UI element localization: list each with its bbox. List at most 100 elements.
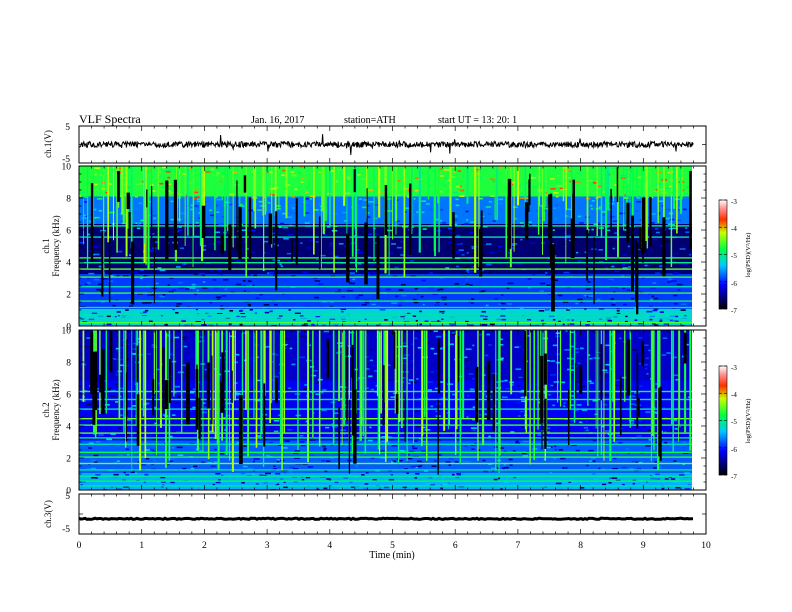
- spectrogram-speckle: [190, 208, 194, 211]
- spectrogram-speckle: [339, 286, 345, 289]
- spectrogram-speckle: [486, 263, 492, 266]
- spectrogram-speckle: [254, 312, 257, 314]
- spectrogram-speckle: [564, 349, 570, 351]
- spectrogram-speckle: [145, 399, 152, 402]
- spectrogram-speckle: [156, 368, 160, 371]
- spectrogram-speckle: [413, 334, 418, 337]
- spectrogram-gap: [437, 399, 439, 475]
- spectrogram-speckle: [508, 458, 513, 461]
- spectrogram-speckle: [300, 444, 306, 447]
- spectrogram-sferic: [269, 330, 271, 424]
- spectrogram-speckle: [622, 287, 626, 290]
- spectrogram-speckle: [522, 440, 529, 443]
- spectrogram-speckle: [284, 422, 287, 424]
- spectrogram-speckle: [88, 318, 95, 321]
- spectrogram-speckle: [106, 323, 112, 326]
- spectrogram-speckle: [106, 315, 111, 318]
- spectrogram-speckle: [481, 290, 486, 292]
- spectrogram-gap: [275, 378, 278, 403]
- spectrogram-speckle: [659, 265, 664, 267]
- spectrogram-speckle: [489, 251, 495, 254]
- spectrogram-speckle: [202, 402, 206, 405]
- spectrogram-gap: [528, 179, 530, 212]
- spectrogram-speckle: [583, 263, 587, 266]
- spectrogram-speckle: [231, 347, 237, 350]
- spectrogram-gap: [198, 397, 201, 439]
- spectrogram-speckle: [599, 391, 605, 394]
- spectrogram-speckle: [156, 282, 159, 285]
- spectrogram-band: [79, 477, 692, 481]
- spectrogram-speckle: [465, 241, 469, 243]
- spectrogram-speckle: [170, 218, 177, 221]
- spectrogram-speckle: [557, 211, 564, 213]
- spectrogram-speckle: [94, 461, 98, 464]
- spectrogram-sferic: [362, 330, 364, 437]
- spectrogram-gap: [221, 352, 225, 413]
- spectrogram-speckle: [96, 288, 102, 291]
- spectrogram-speckle: [97, 198, 103, 200]
- spectrogram-sferic: [663, 166, 665, 239]
- spectrogram-speckle: [93, 217, 97, 219]
- spectrogram-speckle: [501, 294, 504, 296]
- spectrogram-speckle: [214, 168, 221, 171]
- spectrogram-speckle: [252, 469, 256, 472]
- spectrogram-speckle: [412, 315, 417, 318]
- spectrogram-speckle: [412, 298, 417, 301]
- spectrogram-speckle: [652, 309, 658, 312]
- spectrogram-sferic: [443, 330, 446, 431]
- spectrogram-speckle: [242, 465, 248, 468]
- spectrogram-speckle: [379, 308, 386, 311]
- spectrogram-speckle: [456, 474, 462, 477]
- spectrogram-speckle: [356, 259, 362, 261]
- spectrogram-speckle: [352, 278, 356, 281]
- spectrogram-speckle: [183, 406, 188, 409]
- spectrogram-speckle: [259, 205, 265, 207]
- spectrogram-speckle: [115, 213, 121, 216]
- spectrogram-speckle: [539, 269, 543, 272]
- spectrogram-speckle: [97, 283, 102, 286]
- spectrogram-speckle: [461, 271, 468, 274]
- spectrogram-speckle: [374, 204, 381, 206]
- spectrogram-speckle: [387, 436, 392, 438]
- spectrogram-speckle: [406, 472, 409, 474]
- spectrogram-speckle: [526, 381, 533, 384]
- spectrogram-speckle: [443, 169, 450, 171]
- spectrogram-gap: [486, 360, 491, 421]
- spectrogram-sferic: [679, 166, 682, 214]
- spectrogram-sferic: [82, 330, 85, 402]
- spectrogram-speckle: [424, 470, 429, 472]
- spectrogram-speckle: [577, 362, 581, 365]
- spectrogram-speckle: [270, 365, 275, 368]
- spectrogram-band: [79, 467, 692, 471]
- spectrogram-sferic: [245, 330, 247, 410]
- spectrogram-speckle: [421, 460, 425, 463]
- spectrogram-speckle: [520, 238, 523, 241]
- spectrogram-speckle: [201, 287, 208, 289]
- spectrogram-speckle: [201, 411, 207, 414]
- spectrogram-speckle: [358, 201, 362, 204]
- spectrogram-speckle: [414, 287, 418, 290]
- spectrogram-tone-line: [79, 300, 692, 302]
- spectrogram-speckle: [157, 267, 162, 269]
- spectrogram-sferic: [285, 166, 288, 219]
- spectrogram-speckle: [147, 331, 150, 333]
- spectrogram-speckle: [112, 304, 116, 307]
- spectrogram-speckle: [386, 210, 393, 212]
- spectrogram-speckle: [122, 479, 127, 482]
- spectrogram-speckle: [242, 279, 246, 282]
- spectrogram-speckle: [125, 473, 130, 476]
- spectrogram-speckle: [692, 292, 695, 294]
- spectrogram-speckle: [570, 420, 576, 422]
- spectrogram-speckle: [343, 477, 349, 479]
- spectrogram-speckle: [369, 426, 372, 429]
- spectrogram-speckle: [314, 231, 318, 234]
- spectrogram-speckle: [242, 285, 247, 287]
- spectrogram-gap: [126, 192, 131, 210]
- spectrogram-speckle: [675, 358, 681, 361]
- spectrogram-tone-line: [79, 480, 692, 482]
- spectrogram-speckle: [443, 184, 447, 187]
- spectrogram-speckle: [400, 283, 406, 286]
- ch2-colorbar-ticks: [719, 365, 727, 476]
- spectrogram-speckle: [363, 199, 369, 201]
- spectrogram-speckle: [652, 282, 657, 284]
